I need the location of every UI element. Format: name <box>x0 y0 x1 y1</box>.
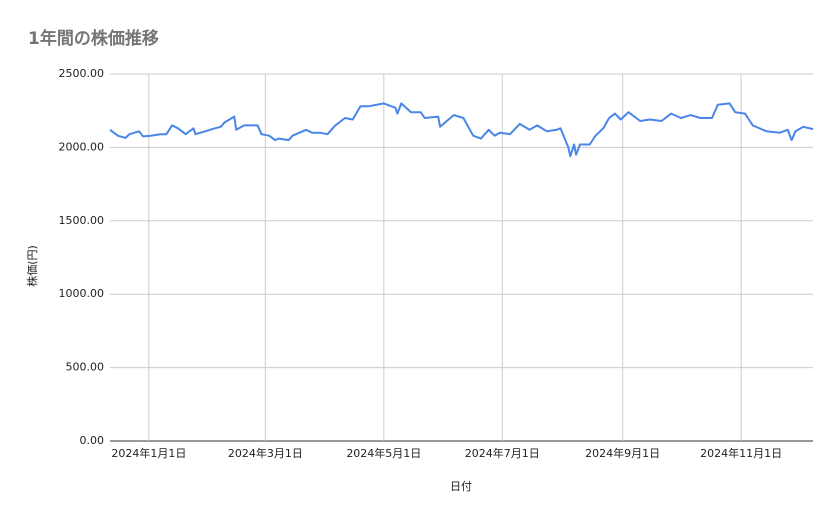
y-tick-label: 1000.00 <box>59 287 105 300</box>
y-tick-label: 2000.00 <box>59 140 105 153</box>
y-tick-label: 1500.00 <box>59 214 105 227</box>
x-tick-label: 2024年11月1日 <box>700 446 782 460</box>
x-tick-label: 2024年1月1日 <box>111 446 186 460</box>
x-tick-label: 2024年5月1日 <box>346 446 421 460</box>
y-tick-label: 500.00 <box>66 361 105 374</box>
line-series <box>109 102 814 158</box>
x-axis-label: 日付 <box>450 480 472 493</box>
y-axis-label: 株価(円) <box>25 245 39 287</box>
chart-title: 1年間の株価推移 <box>28 28 159 49</box>
y-tick-label: 0.00 <box>80 434 105 447</box>
y-tick-label: 2500.00 <box>59 67 105 80</box>
x-tick-label: 2024年3月1日 <box>228 446 303 460</box>
x-tick-label: 2024年9月1日 <box>585 446 660 460</box>
x-tick-label: 2024年7月1日 <box>465 446 540 460</box>
